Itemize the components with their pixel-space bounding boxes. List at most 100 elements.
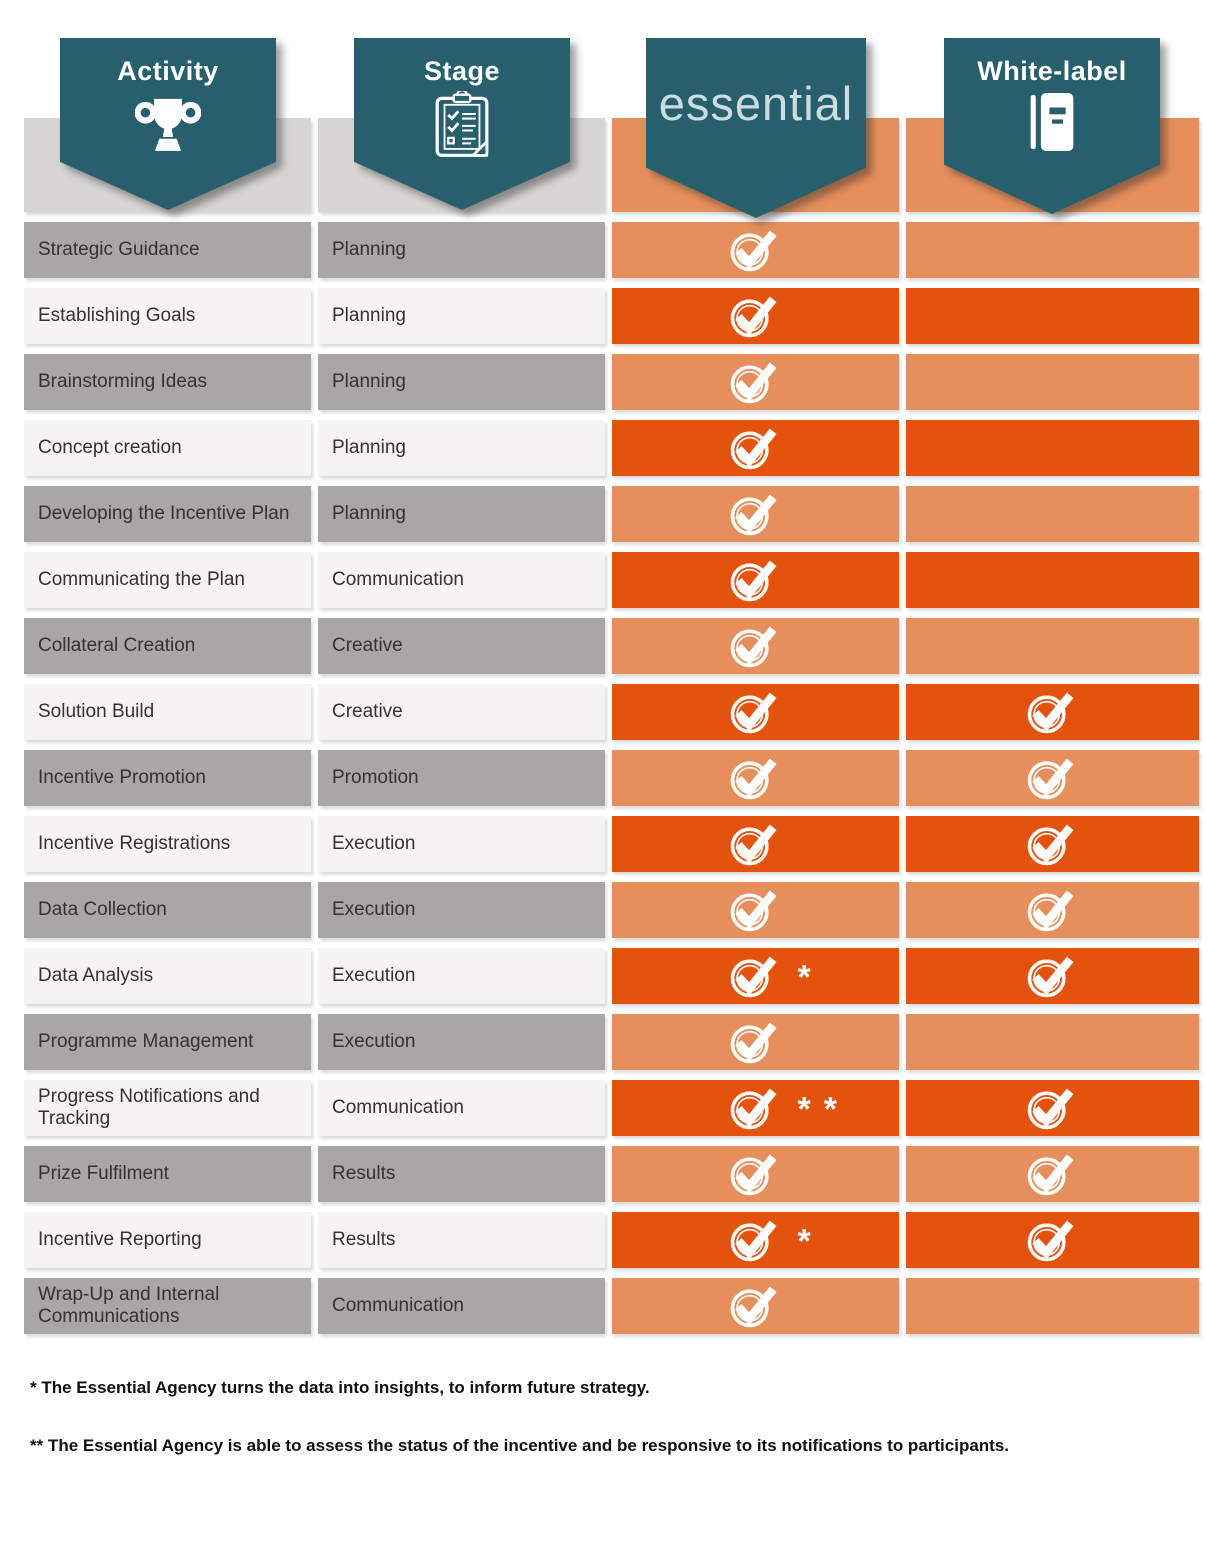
- pennant-shape: essential: [646, 38, 866, 218]
- activity-cell: Data Analysis: [24, 948, 311, 1004]
- stage-cell: Execution: [318, 1014, 605, 1070]
- table-row: Prize Fulfilment Results: [24, 1146, 1199, 1202]
- stage-label: Communication: [332, 1097, 464, 1119]
- check-icon: [1027, 956, 1074, 997]
- table-row: Data Analysis Execution *: [24, 948, 1199, 1004]
- white-label-cell: [906, 948, 1199, 1004]
- table-row: Progress Notifications and Tracking Comm…: [24, 1080, 1199, 1136]
- essential-cell: [612, 750, 899, 806]
- table-row: Wrap-Up and Internal Communications Comm…: [24, 1278, 1199, 1334]
- stage-label: Results: [332, 1229, 396, 1251]
- stage-cell: Execution: [318, 816, 605, 872]
- activity-cell: Strategic Guidance: [24, 222, 311, 278]
- table-row: Programme Management Execution: [24, 1014, 1199, 1070]
- check-icon: [730, 230, 777, 271]
- stage-label: Planning: [332, 371, 406, 393]
- table-row: Incentive Promotion Promotion: [24, 750, 1199, 806]
- stage-cell: Communication: [318, 1278, 605, 1334]
- stage-label: Communication: [332, 569, 464, 591]
- essential-cell: *: [612, 948, 899, 1004]
- activity-label: Collateral Creation: [38, 635, 196, 657]
- trophy-icon: [135, 98, 201, 151]
- activity-cell: Data Collection: [24, 882, 311, 938]
- stage-label: Promotion: [332, 767, 419, 789]
- column-header-label: Activity: [117, 56, 219, 86]
- table-row: Data Collection Execution: [24, 882, 1199, 938]
- stage-label: Execution: [332, 1031, 416, 1053]
- stage-label: Planning: [332, 437, 406, 459]
- pennant-shape: Stage: [354, 38, 570, 210]
- check-icon: [1027, 692, 1074, 733]
- activity-cell: Prize Fulfilment: [24, 1146, 311, 1202]
- activity-cell: Programme Management: [24, 1014, 311, 1070]
- white-label-cell: [906, 354, 1199, 410]
- white-label-cell: [906, 1278, 1199, 1334]
- check-icon: [1027, 1154, 1074, 1195]
- white-label-cell: [906, 618, 1199, 674]
- check-icon: [730, 1154, 777, 1195]
- activity-cell: Incentive Promotion: [24, 750, 311, 806]
- white-label-cell: [906, 222, 1199, 278]
- activity-label: Developing the Incentive Plan: [38, 503, 290, 525]
- activity-cell: Solution Build: [24, 684, 311, 740]
- column-header-label: Stage: [423, 56, 501, 86]
- table-row: Communicating the Plan Communication: [24, 552, 1199, 608]
- essential-cell: [612, 618, 899, 674]
- stage-label: Communication: [332, 1295, 464, 1317]
- pennant-shape: White-label: [944, 38, 1160, 214]
- activity-cell: Developing the Incentive Plan: [24, 486, 311, 542]
- activity-cell: Incentive Registrations: [24, 816, 311, 872]
- stage-label: Execution: [332, 965, 416, 987]
- activity-label: Prize Fulfilment: [38, 1163, 169, 1185]
- table-row: Concept creation Planning: [24, 420, 1199, 476]
- check-icon: [730, 560, 777, 601]
- white-label-cell: [906, 552, 1199, 608]
- table-rows: Strategic Guidance Planning Establishing…: [24, 222, 1199, 1344]
- essential-cell: [612, 684, 899, 740]
- white-label-cell: [906, 486, 1199, 542]
- stage-cell: Results: [318, 1146, 605, 1202]
- check-icon: [730, 1022, 777, 1063]
- stage-cell: Results: [318, 1212, 605, 1268]
- stage-cell: Communication: [318, 552, 605, 608]
- column-header-stage: Stage: [354, 38, 570, 210]
- essential-cell: [612, 288, 899, 344]
- stage-cell: Creative: [318, 618, 605, 674]
- column-header-white-label: White-label: [944, 38, 1160, 214]
- check-icon: [1027, 890, 1074, 931]
- activity-cell: Establishing Goals: [24, 288, 311, 344]
- check-icon: [730, 296, 777, 337]
- activity-label: Progress Notifications and Tracking: [38, 1086, 260, 1129]
- table-row: Collateral Creation Creative: [24, 618, 1199, 674]
- activity-label: Strategic Guidance: [38, 239, 200, 261]
- table-row: Incentive Reporting Results *: [24, 1212, 1199, 1268]
- essential-cell: [612, 552, 899, 608]
- essential-cell: [612, 1278, 899, 1334]
- activity-cell: Communicating the Plan: [24, 552, 311, 608]
- check-icon: [730, 1286, 777, 1327]
- check-icon: [730, 494, 777, 535]
- column-header-label: White-label: [977, 56, 1127, 86]
- white-label-cell: [906, 816, 1199, 872]
- essential-cell: [612, 354, 899, 410]
- footnote-marker: *: [797, 1222, 824, 1261]
- pennant-shape: Activity: [60, 38, 276, 210]
- check-icon: [1027, 758, 1074, 799]
- activity-cell: Incentive Reporting: [24, 1212, 311, 1268]
- activity-label: Data Collection: [38, 899, 167, 921]
- column-header-activity: Activity: [60, 38, 276, 210]
- check-icon: [730, 626, 777, 667]
- book-label-icon: [1030, 93, 1074, 151]
- essential-cell: **: [612, 1080, 899, 1136]
- stage-cell: Promotion: [318, 750, 605, 806]
- activity-cell: Concept creation: [24, 420, 311, 476]
- stage-cell: Planning: [318, 288, 605, 344]
- white-label-cell: [906, 1146, 1199, 1202]
- activity-cell: Brainstorming Ideas: [24, 354, 311, 410]
- check-icon: [730, 1220, 777, 1261]
- table-row: Incentive Registrations Execution: [24, 816, 1199, 872]
- check-icon: [730, 692, 777, 733]
- stage-cell: Communication: [318, 1080, 605, 1136]
- white-label-cell: [906, 1212, 1199, 1268]
- white-label-cell: [906, 750, 1199, 806]
